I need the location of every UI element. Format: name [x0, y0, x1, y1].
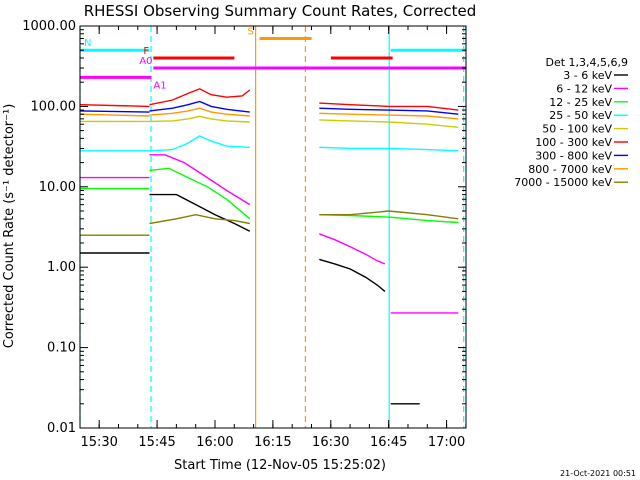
x-tick-label-6: 17:00	[428, 435, 465, 450]
series-line-6-seg-0	[79, 110, 150, 113]
series-line-0-seg-2	[319, 258, 386, 292]
legend-label-2: 12 - 25 keV	[549, 96, 612, 109]
series-line-1-seg-1	[149, 154, 251, 206]
series-line-6-seg-2	[319, 107, 459, 115]
axes: 0.01 0.10 1.00 10.00 100.00 1000.00 15:30 15:45…	[22, 19, 467, 450]
series-line-3-seg-2	[319, 146, 459, 152]
series-line-6-seg-1	[149, 100, 250, 113]
series-line-8-seg-2	[319, 210, 459, 220]
series-line-2-seg-1	[149, 167, 251, 220]
legend-label-7: 800 - 7000 keV	[528, 163, 612, 176]
state-label-s: S	[247, 26, 253, 37]
x-tick-label-1: 15:45	[138, 435, 175, 450]
x-tick-label-0: 15:30	[80, 435, 117, 450]
series-line-7-seg-2	[319, 112, 459, 120]
series-line-5-seg-0	[79, 104, 150, 108]
series-line-4-seg-1	[149, 115, 250, 123]
series-line-4-seg-2	[319, 119, 459, 128]
legend-label-8: 7000 - 15000 keV	[514, 176, 612, 189]
legend-label-0: 3 - 6 keV	[563, 69, 612, 82]
legend-label-6: 300 - 800 keV	[535, 149, 612, 162]
y-axis-label: Corrected Count Rate (s⁻¹ detector⁻¹)	[2, 104, 17, 349]
footnote-timestamp: 21-Oct-2021 00:51	[560, 469, 636, 478]
series-line-3-seg-1	[149, 135, 250, 152]
y-tick-label-3: 10.00	[39, 180, 76, 195]
state-label-a0: A0	[139, 56, 152, 67]
x-tick-label-5: 16:45	[370, 435, 407, 450]
x-tick-label-4: 16:30	[312, 435, 349, 450]
legend-label-1: 6 - 12 keV	[556, 82, 612, 95]
series-line-1-seg-2	[319, 233, 386, 265]
y-tick-label-5: 1000.00	[22, 19, 76, 34]
state-label-n: N	[84, 38, 91, 49]
x-tick-label-3: 16:15	[254, 435, 291, 450]
state-label-a1: A1	[153, 80, 166, 91]
series-line-5-seg-1	[149, 88, 251, 106]
state-label-f: F	[143, 46, 149, 57]
series-line-7-seg-0	[79, 113, 150, 117]
y-tick-label-2: 1.00	[47, 260, 76, 275]
series-line-7-seg-1	[149, 107, 250, 117]
x-tick-label-2: 16:00	[196, 435, 233, 450]
plot-area: N F S A0 A1	[79, 26, 466, 428]
legend-label-4: 50 - 100 keV	[542, 123, 612, 136]
series-line-5-seg-2	[319, 102, 459, 111]
series-line-0-seg-1	[149, 193, 251, 232]
legend-label-5: 100 - 300 keV	[535, 136, 612, 149]
series-line-8-seg-1	[149, 213, 250, 225]
chart-title: RHESSI Observing Summary Count Rates, Co…	[84, 2, 477, 20]
y-tick-label-0: 0.01	[47, 421, 76, 436]
legend-label-3: 25 - 50 keV	[549, 109, 612, 122]
y-tick-label-4: 100.00	[31, 99, 77, 114]
legend-header: Det 1,3,4,5,6,9	[545, 56, 628, 69]
x-axis-label: Start Time (12-Nov-05 15:25:02)	[174, 458, 386, 473]
y-tick-label-1: 0.10	[47, 341, 76, 356]
plot-frame	[79, 25, 467, 429]
